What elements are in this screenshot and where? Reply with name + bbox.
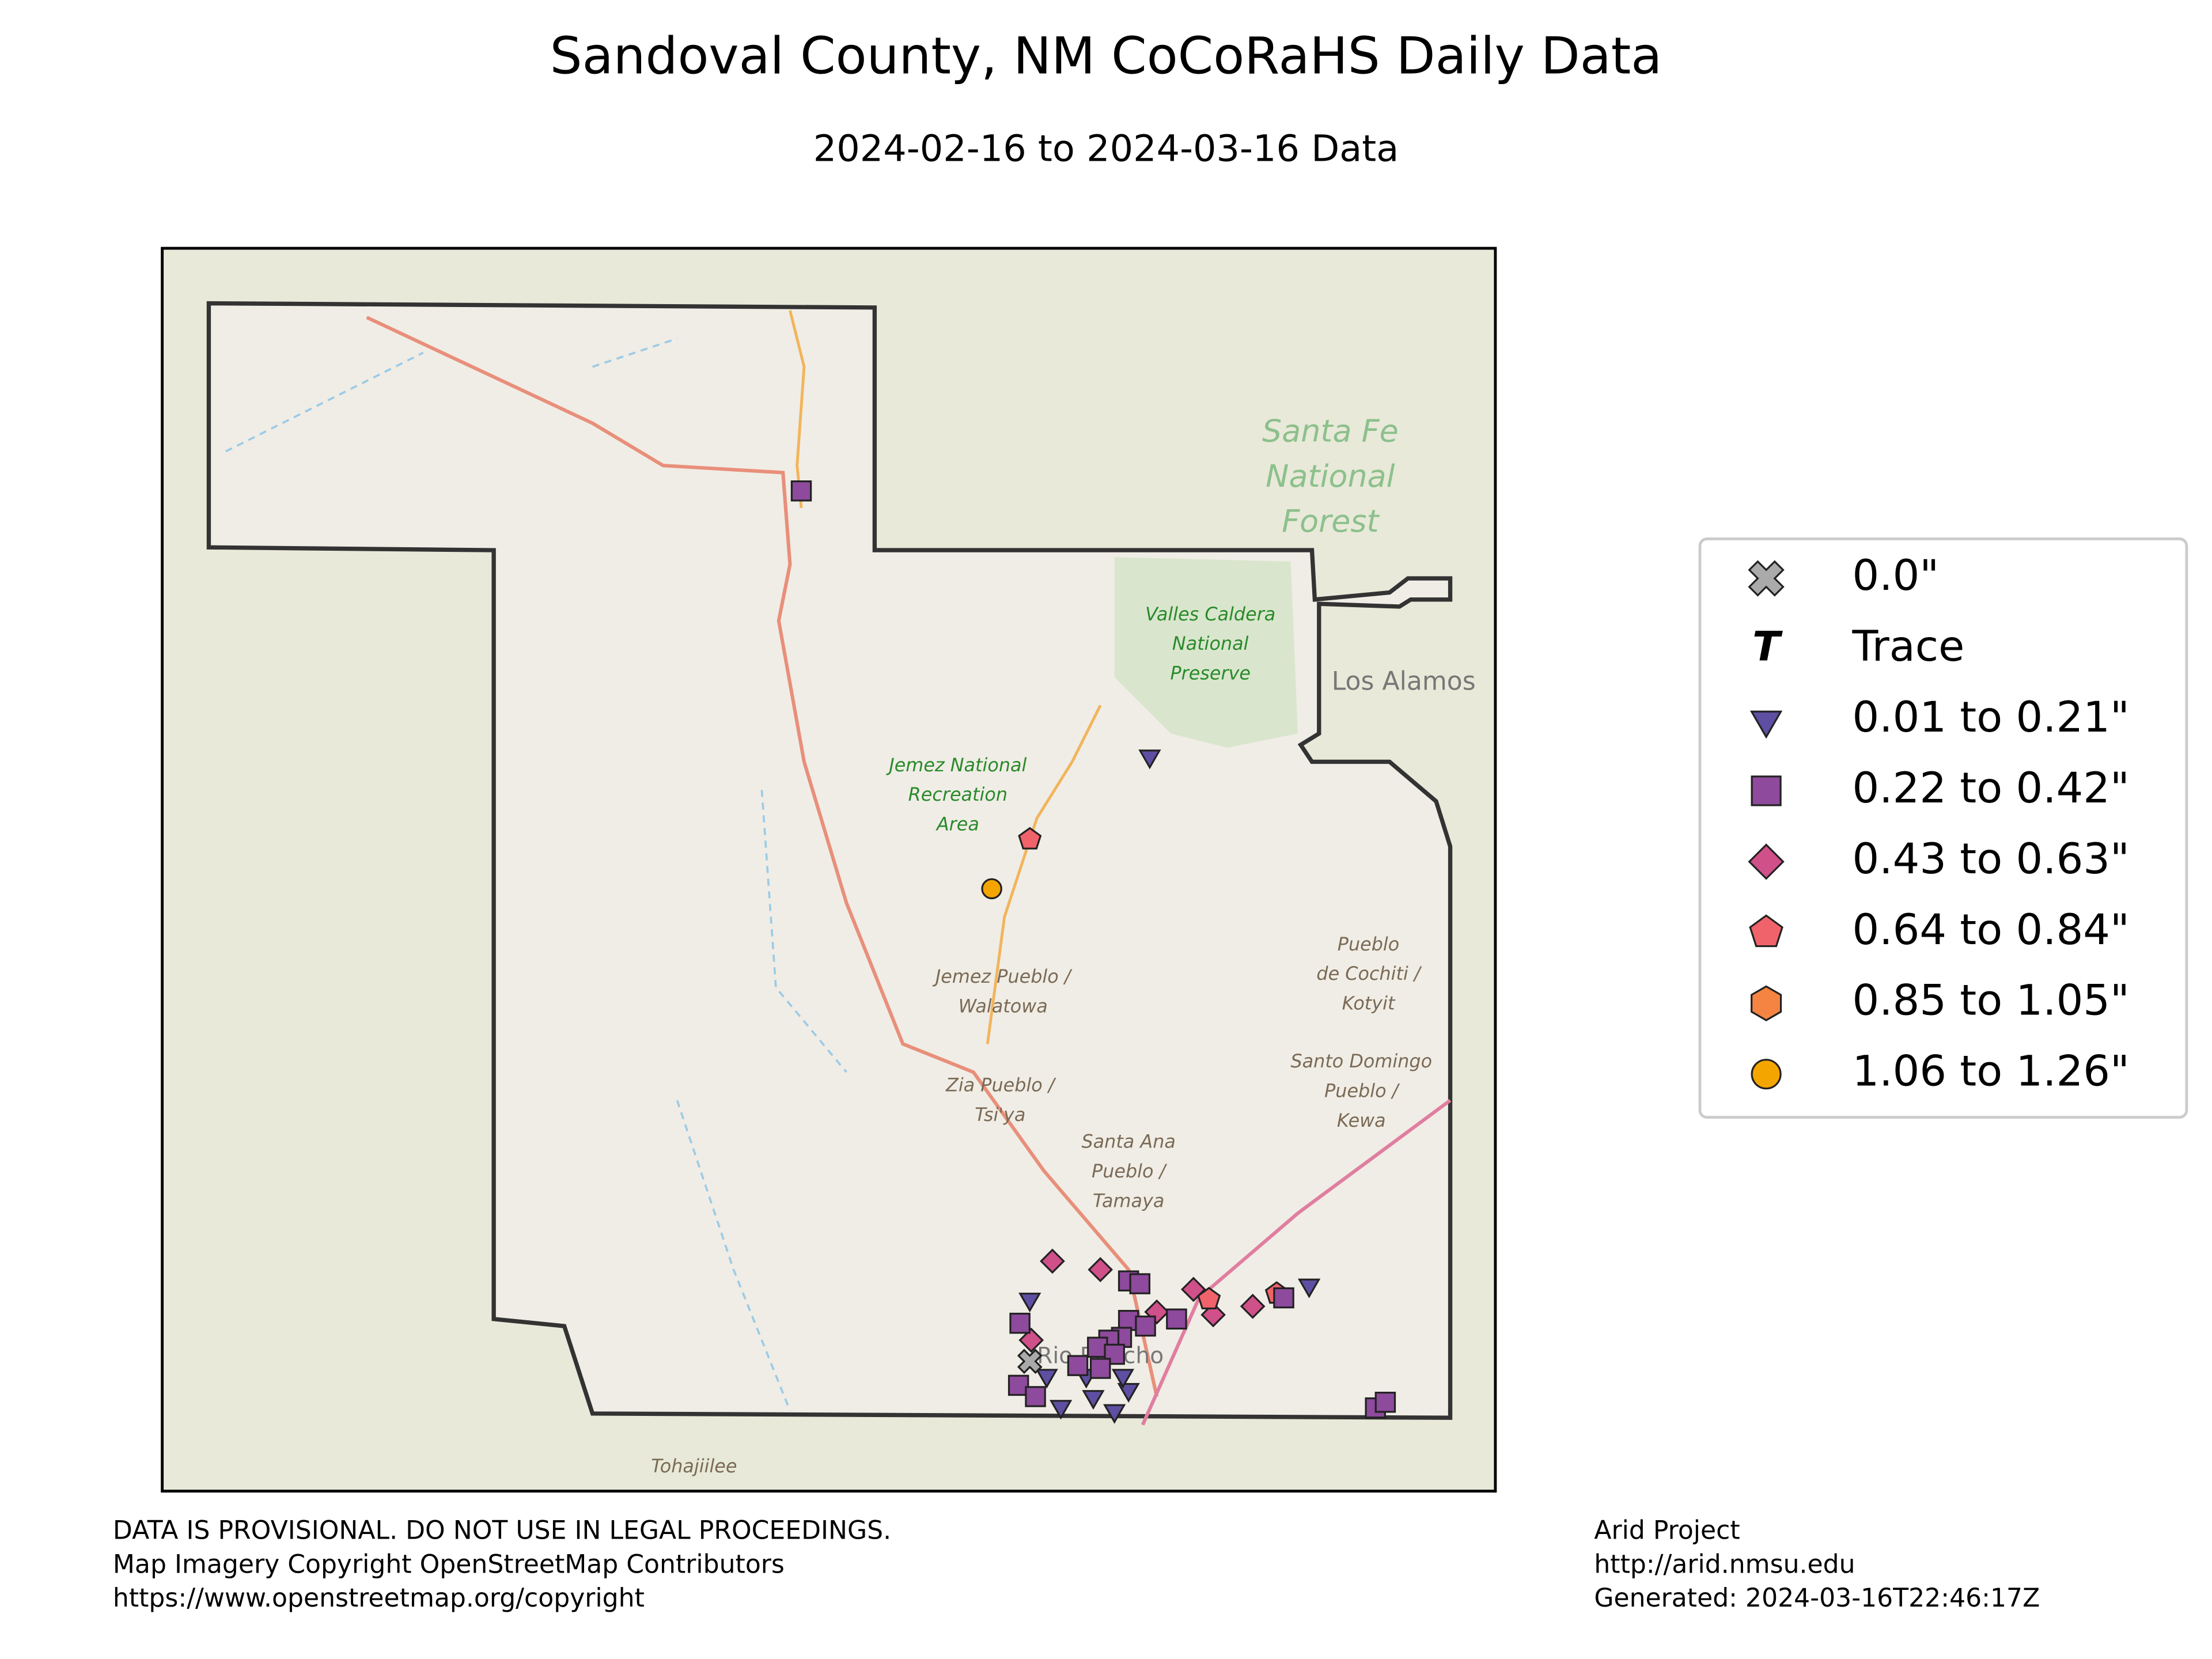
symbol-circle	[1751, 1059, 1782, 1090]
legend-label: 0.0"	[1853, 551, 1940, 600]
symbol-square	[1104, 1343, 1125, 1365]
symbol-zero	[1017, 1349, 1043, 1374]
symbol-square	[1067, 1355, 1089, 1376]
symbol-square	[1273, 1287, 1294, 1309]
station-markers	[790, 480, 1396, 1424]
map-label: Jemez National	[885, 754, 1027, 776]
map-label: Walatowa	[959, 995, 1048, 1017]
title: Sandoval County, NM CoCoRaHS Daily Data	[550, 26, 1662, 85]
symbol-diamond	[1748, 843, 1785, 880]
footer-text: Arid Project	[1594, 1516, 1740, 1546]
map-label: Preserve	[1170, 662, 1251, 684]
legend-label: 0.01 to 0.21"	[1853, 693, 2130, 742]
map-label: National	[1172, 632, 1249, 654]
map-label: Valles Caldera	[1145, 603, 1275, 625]
footer-text: https://www.openstreetmap.org/copyright	[113, 1584, 645, 1613]
map-label: Tsi'ya	[975, 1104, 1025, 1126]
subtitle: 2024-02-16 to 2024-03-16 Data	[813, 128, 1399, 171]
footer-text: Generated: 2024-03-16T22:46:17Z	[1594, 1584, 2040, 1613]
road	[366, 316, 1159, 1397]
symbol-diamond	[1040, 1248, 1065, 1274]
map-label: Los Alamos	[1332, 666, 1476, 696]
symbol-square	[1129, 1273, 1151, 1294]
map-label: Kewa	[1337, 1109, 1386, 1131]
map-label: Pueblo /	[1092, 1160, 1168, 1182]
map-label: Area	[935, 813, 979, 835]
legend	[1698, 537, 2188, 1119]
symbol-diamond	[1240, 1293, 1266, 1319]
legend-label: 0.22 to 0.42"	[1853, 764, 2130, 813]
preserve-area	[1114, 557, 1298, 748]
symbol-square	[1025, 1386, 1046, 1407]
symbol-square	[1009, 1312, 1031, 1334]
symbol-triangle	[1082, 1390, 1105, 1410]
symbol-square	[1374, 1392, 1396, 1413]
symbol-square	[790, 480, 812, 502]
footer-text: http://arid.nmsu.edu	[1594, 1550, 1855, 1579]
symbol-trace: T	[1752, 623, 1783, 671]
map-label: Pueblo /	[1324, 1080, 1400, 1102]
symbol-triangle	[1749, 710, 1783, 739]
map-label: Zia Pueblo /	[945, 1074, 1056, 1096]
symbol-circle	[981, 878, 1002, 900]
symbol-pentagon	[1197, 1286, 1221, 1310]
symbol-triangle	[1117, 1382, 1140, 1403]
road	[1141, 1099, 1452, 1426]
symbol-square	[1135, 1315, 1156, 1337]
footer: DATA IS PROVISIONAL. DO NOT USE IN LEGAL…	[113, 1516, 2040, 1613]
symbol-pentagon	[1018, 827, 1042, 850]
map-label: Tamaya	[1093, 1190, 1164, 1212]
symbol-triangle	[1018, 1293, 1041, 1313]
symbol-square	[1166, 1308, 1187, 1330]
map-label: Jemez Pueblo /	[932, 965, 1073, 987]
legend-entries: 0.0" T Trace 0.01 to 0.21" 0.22 to 0.42" 0.43…	[1748, 551, 2130, 1096]
map-label: Santa Ana	[1081, 1131, 1175, 1153]
symbol-square	[1089, 1358, 1111, 1379]
symbol-triangle	[1035, 1369, 1058, 1389]
legend-label: Trace	[1852, 622, 1965, 671]
symbol-square	[1007, 1374, 1029, 1396]
map-label: Recreation	[908, 783, 1007, 805]
map-frame	[161, 247, 1497, 1493]
symbol-square	[1751, 775, 1782, 806]
legend-label: 0.85 to 1.05"	[1853, 976, 2130, 1025]
map-label: Kotyit	[1342, 993, 1396, 1014]
symbol-triangle	[1049, 1400, 1073, 1420]
symbol-hexagon	[1751, 985, 1782, 1021]
map-label: Santo Domingo	[1290, 1050, 1432, 1072]
symbol-triangle	[1138, 749, 1161, 770]
map-label: Tohajiilee	[651, 1455, 737, 1477]
legend-label: 1.06 to 1.26"	[1853, 1047, 2130, 1096]
map-label: National	[1266, 458, 1395, 494]
map-labels: Santa Fe National Forest Valles Caldera Nati…	[651, 412, 1475, 1476]
map-label: Santa Fe	[1262, 412, 1399, 449]
symbol-triangle	[1298, 1278, 1321, 1298]
map-label: Forest	[1282, 503, 1380, 539]
symbol-pentagon	[1749, 914, 1783, 948]
symbol-diamond	[1088, 1257, 1113, 1282]
legend-label: 0.43 to 0.63"	[1853, 835, 2130, 884]
legend-label: 0.64 to 0.84"	[1853, 906, 2130, 955]
stream	[225, 338, 847, 1411]
symbol-zero	[1748, 560, 1785, 597]
map-label: de Cochiti /	[1316, 963, 1422, 984]
symbol-triangle	[1111, 1369, 1135, 1389]
map-label: Pueblo	[1338, 933, 1399, 955]
footer-text: DATA IS PROVISIONAL. DO NOT USE IN LEGAL…	[113, 1516, 891, 1546]
symbol-triangle	[1103, 1404, 1126, 1424]
footer-text: Map Imagery Copyright OpenStreetMap Cont…	[113, 1550, 785, 1579]
symbol-diamond	[1018, 1327, 1044, 1353]
